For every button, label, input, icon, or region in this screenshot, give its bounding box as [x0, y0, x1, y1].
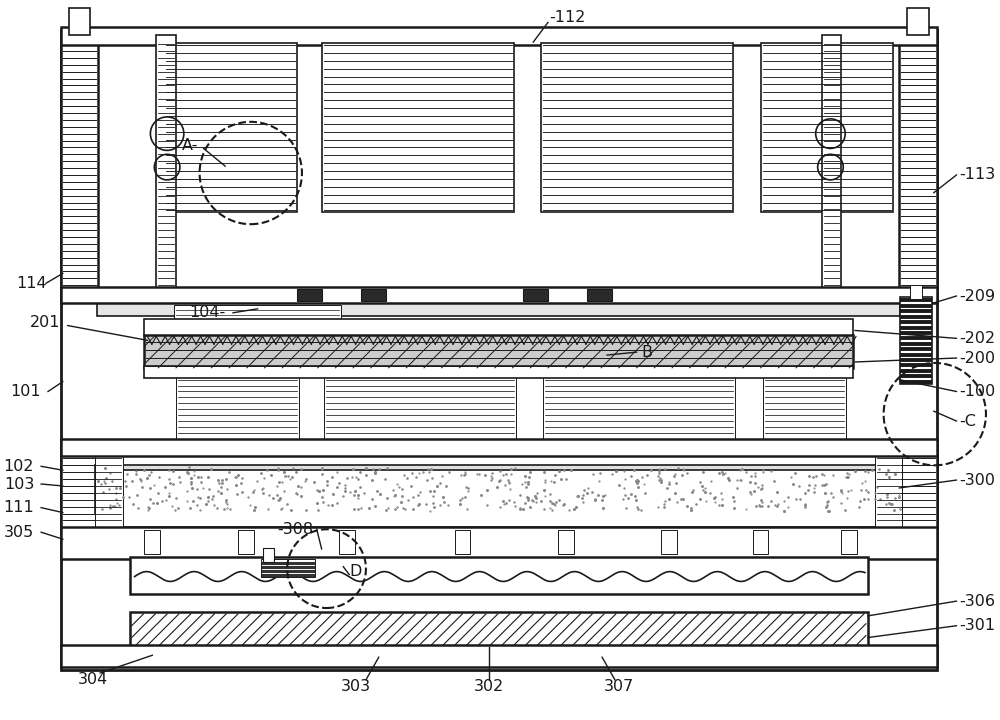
Bar: [156, 35, 176, 301]
Bar: [324, 374, 516, 441]
Bar: [61, 30, 98, 301]
Bar: [61, 27, 937, 45]
Text: -300: -300: [959, 472, 995, 487]
Bar: [899, 454, 937, 529]
Bar: [261, 559, 315, 577]
Bar: [95, 452, 123, 529]
Bar: [120, 470, 878, 527]
Bar: [558, 530, 574, 554]
Bar: [361, 289, 386, 301]
Text: -200: -200: [959, 351, 996, 366]
Text: -308: -308: [278, 522, 314, 537]
Text: 101: 101: [11, 384, 41, 399]
Bar: [543, 374, 735, 441]
Bar: [144, 530, 160, 554]
Bar: [263, 548, 274, 562]
Bar: [875, 452, 902, 529]
Text: 104-: 104-: [189, 305, 225, 320]
Bar: [523, 289, 548, 301]
Bar: [130, 557, 868, 594]
Bar: [910, 285, 922, 299]
Bar: [455, 530, 470, 554]
Text: 304: 304: [78, 672, 108, 688]
Bar: [61, 645, 937, 667]
Text: 302: 302: [474, 679, 504, 694]
Text: -306: -306: [959, 593, 995, 608]
Text: 114: 114: [17, 276, 47, 291]
Bar: [763, 374, 846, 441]
Bar: [144, 336, 853, 368]
Text: -113: -113: [959, 168, 996, 182]
Bar: [97, 302, 900, 315]
Bar: [144, 366, 853, 378]
Bar: [69, 8, 90, 35]
Text: 307: 307: [604, 679, 634, 694]
Text: 201: 201: [30, 315, 61, 330]
Bar: [130, 612, 868, 647]
Bar: [339, 530, 355, 554]
Bar: [661, 530, 677, 554]
Bar: [144, 319, 853, 336]
Bar: [164, 43, 297, 212]
Text: 111: 111: [3, 500, 34, 515]
Bar: [61, 438, 937, 456]
Bar: [907, 8, 929, 35]
Text: D: D: [349, 564, 362, 579]
Bar: [297, 289, 322, 301]
Text: -202: -202: [959, 331, 996, 346]
Text: A-: A-: [182, 138, 199, 153]
Bar: [176, 374, 299, 441]
Bar: [822, 35, 841, 301]
Bar: [322, 43, 514, 212]
Bar: [61, 527, 937, 559]
Bar: [900, 297, 932, 384]
Bar: [541, 43, 733, 212]
Text: B: B: [641, 345, 652, 359]
Text: -301: -301: [959, 618, 996, 633]
Bar: [841, 530, 857, 554]
Bar: [238, 530, 254, 554]
Bar: [61, 287, 937, 303]
Text: 102: 102: [4, 459, 34, 474]
Bar: [899, 30, 937, 301]
Bar: [61, 454, 98, 529]
Bar: [95, 465, 902, 513]
Bar: [761, 43, 893, 212]
Bar: [174, 305, 341, 327]
Text: 305: 305: [4, 525, 34, 540]
Text: -209: -209: [959, 289, 996, 304]
Text: -100: -100: [959, 384, 996, 399]
Bar: [61, 452, 937, 529]
Bar: [753, 530, 768, 554]
Text: -112: -112: [549, 10, 586, 25]
Text: 103: 103: [4, 477, 34, 492]
Text: -C: -C: [959, 413, 976, 428]
Text: 303: 303: [341, 679, 371, 694]
Bar: [61, 30, 937, 670]
Bar: [132, 614, 866, 645]
Bar: [587, 289, 612, 301]
